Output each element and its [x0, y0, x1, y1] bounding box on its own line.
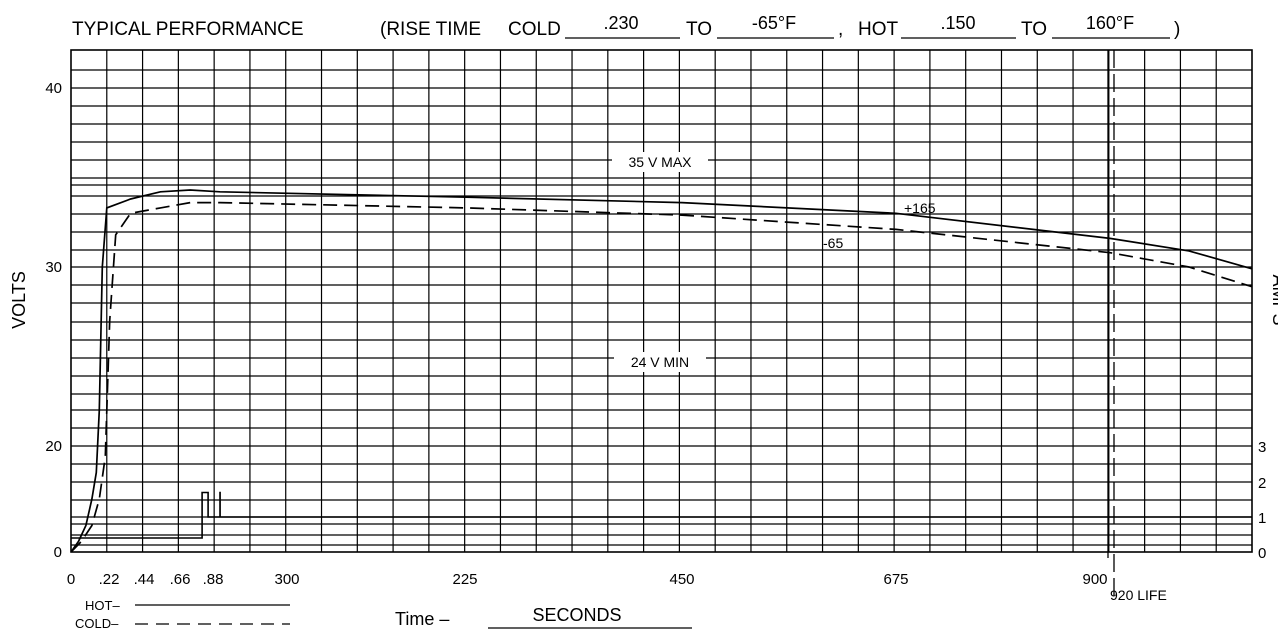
to-label-2: TO: [1021, 19, 1047, 40]
plot-border: [70, 49, 1253, 553]
x-tick-label: 225: [452, 571, 477, 588]
y2-tick-labels: 0 1 2 3: [1258, 439, 1266, 562]
y-axis-label: VOLTS: [9, 271, 29, 329]
y2-tick-label: 0: [1258, 545, 1266, 562]
x-tick-label: .88: [203, 571, 224, 588]
series-line-cold: [70, 201, 1253, 553]
hot-temp-value: 160°F: [1086, 13, 1134, 33]
y-tick-label: 0: [54, 544, 62, 561]
y2-tick-label: 3: [1258, 439, 1266, 456]
header-comma: ,: [838, 19, 843, 40]
x-tick-label: .44: [134, 571, 155, 588]
chart-title: TYPICAL PERFORMANCE: [72, 19, 304, 40]
max-label-bg: [612, 152, 708, 172]
to-label-1: TO: [686, 19, 712, 40]
legend-cold-label: COLD–: [75, 616, 119, 631]
x-tick-label: .66: [170, 571, 191, 588]
y2-axis-label: AMPS: [1269, 274, 1278, 325]
hot-label: HOT: [858, 19, 899, 40]
x-axis-label: SECONDS: [532, 605, 621, 625]
y-tick-label: 30: [45, 259, 62, 276]
x-tick-label: 900: [1082, 571, 1107, 588]
cold-label: COLD: [508, 19, 561, 40]
y-tick-label: 40: [45, 80, 62, 97]
chart-grid: [70, 49, 1253, 553]
y2-tick-label: 1: [1258, 510, 1266, 527]
cold-rise-value: .230: [603, 13, 638, 33]
y-tick-labels: 0 20 30 40: [45, 80, 62, 561]
header-close-paren: ): [1174, 19, 1180, 40]
rise-time-prefix: (RISE TIME: [380, 19, 481, 40]
min-voltage-label: 24 V MIN: [631, 354, 689, 370]
hot-series-label: +165: [904, 200, 936, 216]
x-tick-label: 300: [274, 571, 299, 588]
series-line-hot: [70, 189, 1253, 553]
y-tick-label: 20: [45, 438, 62, 455]
series-line-amps: [71, 491, 1252, 539]
legend: HOT– COLD–: [75, 598, 290, 631]
y2-tick-label: 2: [1258, 475, 1266, 492]
cold-series-label: -65: [823, 235, 843, 251]
x-tick-label: 675: [883, 571, 908, 588]
x-tick-label: .22: [99, 571, 120, 588]
min-label-bg: [614, 352, 706, 372]
hot-rise-value: .150: [940, 13, 975, 33]
cold-temp-value: -65°F: [752, 13, 796, 33]
x-tick-label: 450: [669, 571, 694, 588]
x-tick-label: 0: [67, 571, 75, 588]
x-tick-labels: 0 .22 .44 .66 .88 300 225 450 675 900: [67, 571, 1108, 588]
max-voltage-label: 35 V MAX: [628, 154, 692, 170]
legend-hot-label: HOT–: [85, 598, 120, 613]
x-axis-label-prefix: Time –: [395, 609, 449, 629]
series-group: [70, 189, 1253, 553]
life-label: 920 LIFE: [1110, 587, 1167, 603]
